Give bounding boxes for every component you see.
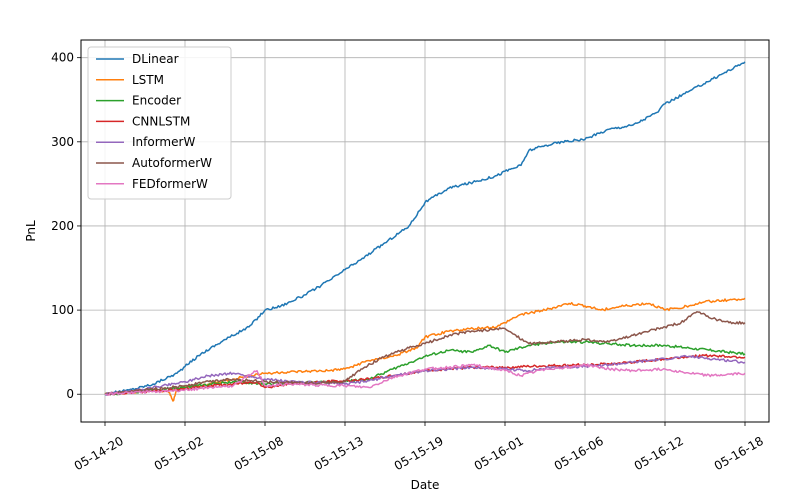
series-line-encoder: [104, 340, 746, 396]
series-line-autoformerw: [104, 311, 746, 396]
legend: DLinear LSTM Encoder CNNLSTM InformerW Autofo…: [87, 46, 232, 200]
y-axis-label: PnL: [24, 220, 38, 242]
legend-label-informerw: InformerW: [132, 135, 195, 149]
series-line-dlinear: [104, 61, 746, 396]
y-tick-label: 200: [51, 219, 74, 233]
legend-label-lstm: LSTM: [132, 73, 164, 87]
series-line-informerw: [104, 354, 746, 396]
y-tick-label: 300: [51, 135, 74, 149]
legend-label-dlinear: DLinear: [132, 52, 179, 66]
y-tick-label: 100: [51, 303, 74, 317]
legend-label-cnnlstm: CNNLSTM: [132, 114, 190, 128]
series-layer: [104, 61, 746, 402]
series-line-fedformerw: [104, 363, 746, 396]
legend-label-encoder: Encoder: [132, 94, 181, 108]
y-tick-label: 0: [66, 387, 74, 401]
legend-label-autoformerw: AutoformerW: [132, 156, 212, 170]
y-tick-label: 400: [51, 51, 74, 65]
x-axis-label: Date: [411, 478, 440, 492]
legend-label-fedformerw: FEDformerW: [132, 177, 208, 191]
legend-box: [87, 46, 232, 200]
